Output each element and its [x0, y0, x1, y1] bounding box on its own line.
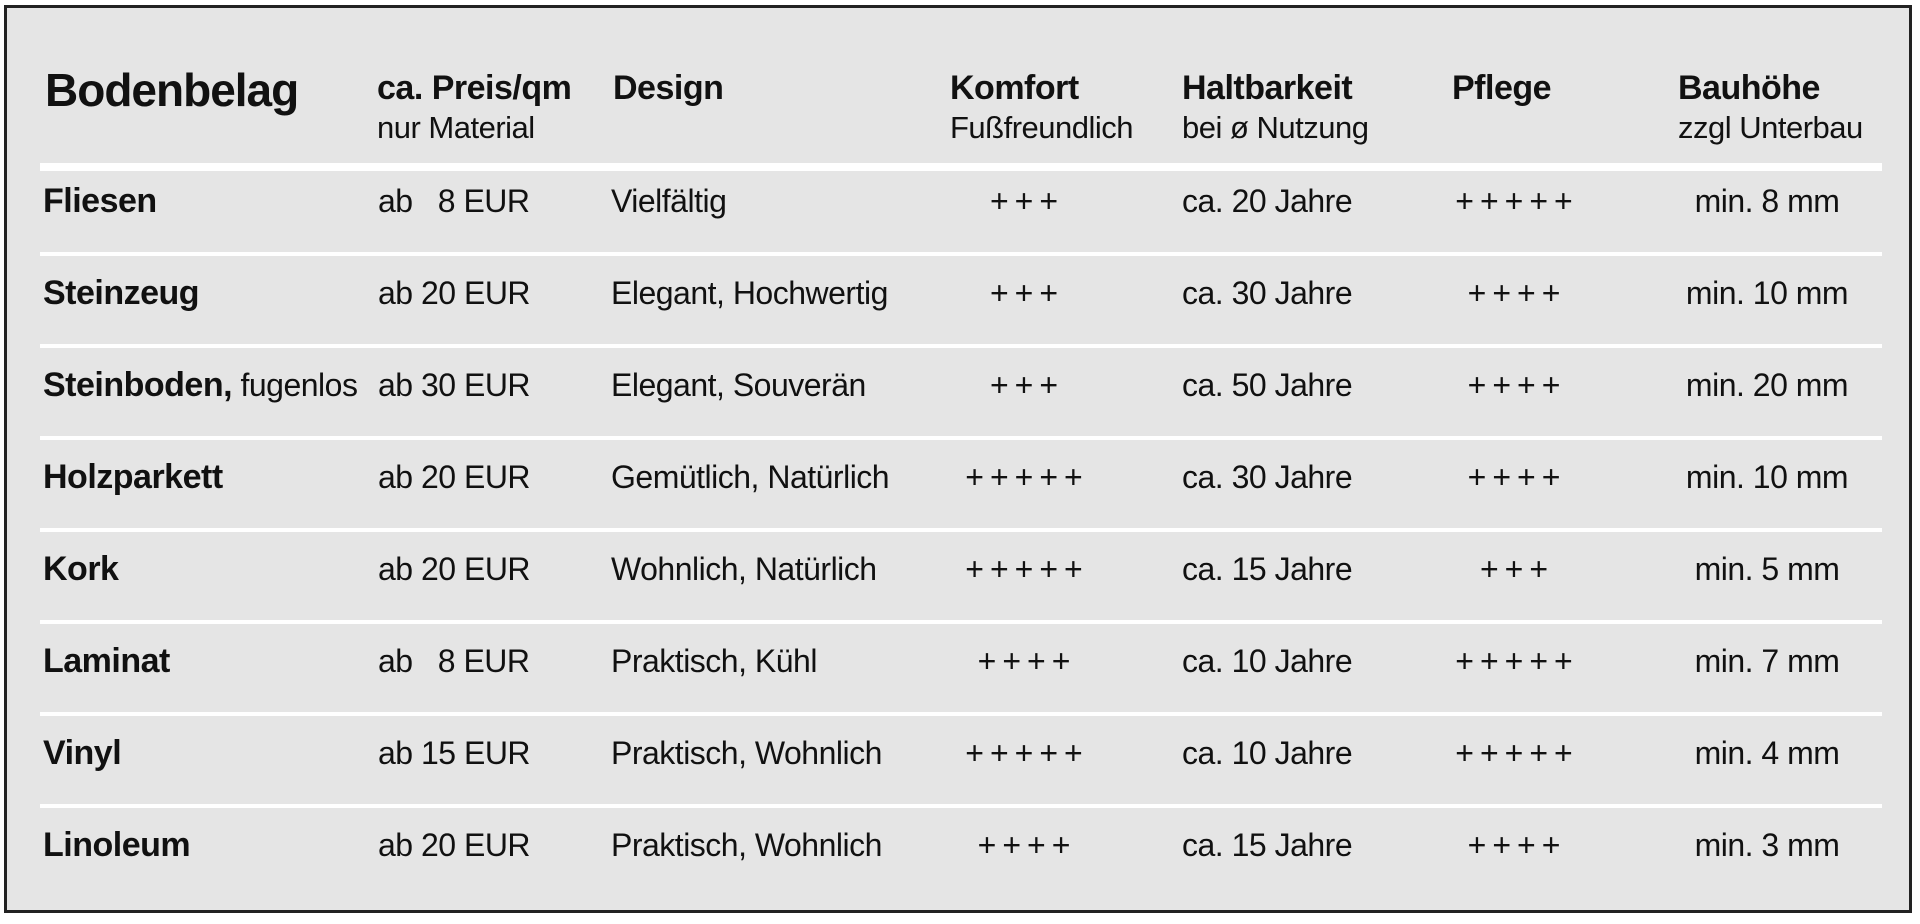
row-name: Linoleum	[43, 826, 191, 864]
row-height: min. 20 mm	[1685, 367, 1849, 403]
row-design: Vielfältig	[611, 183, 727, 219]
row-care: +++++	[1455, 643, 1579, 679]
row-durability: ca. 30 Jahre	[1182, 459, 1353, 495]
row-care: +++	[1479, 551, 1555, 587]
row-durability: ca. 15 Jahre	[1182, 551, 1353, 587]
row-durability: ca. 10 Jahre	[1182, 643, 1353, 679]
table-header: Bodenbelag ca. Preis/qm nur Material Des…	[7, 8, 1909, 163]
header-comfort-label: Komfort	[950, 69, 1079, 107]
row-name: Steinzeug	[43, 274, 200, 312]
header-durability: Haltbarkeit bei ø Nutzung	[1182, 68, 1369, 148]
row-design: Wohnlich, Natürlich	[611, 551, 877, 587]
header-care-label: Pflege	[1452, 69, 1552, 107]
comparison-table: Bodenbelag ca. Preis/qm nur Material Des…	[4, 5, 1912, 913]
table-row: Holzparkett ab 20 EUR Gemütlich, Natürli…	[7, 447, 1909, 539]
header-design: Design	[613, 68, 724, 108]
row-price: ab 8 EUR	[378, 183, 530, 219]
row-divider	[40, 620, 1882, 624]
row-comfort: ++++	[977, 827, 1077, 863]
row-height: min. 10 mm	[1685, 459, 1849, 495]
row-divider	[40, 436, 1882, 440]
row-divider	[40, 528, 1882, 532]
table-title: Bodenbelag	[45, 64, 299, 116]
table-row: Vinyl ab 15 EUR Praktisch, Wohnlich ++++…	[7, 723, 1909, 815]
row-name: Vinyl	[43, 734, 122, 772]
row-height: min. 8 mm	[1694, 183, 1840, 219]
row-height: min. 5 mm	[1694, 551, 1840, 587]
row-care: +++++	[1455, 183, 1579, 219]
row-divider	[40, 804, 1882, 808]
row-height: min. 3 mm	[1694, 827, 1840, 863]
table-row: Laminat ab 8 EUR Praktisch, Kühl ++++ ca…	[7, 631, 1909, 723]
row-height: min. 10 mm	[1685, 275, 1849, 311]
row-divider	[40, 252, 1882, 256]
row-durability: ca. 30 Jahre	[1182, 275, 1353, 311]
header-comfort-sublabel: Fußfreundlich	[950, 110, 1134, 145]
header-height-sublabel: zzgl Unterbau	[1678, 110, 1863, 145]
row-price: ab 30 EUR	[378, 367, 531, 403]
row-comfort: +++	[989, 275, 1065, 311]
row-design: Elegant, Hochwertig	[611, 275, 888, 311]
header-divider	[40, 163, 1882, 171]
header-height-label: Bauhöhe	[1678, 69, 1820, 107]
row-design: Praktisch, Wohnlich	[611, 827, 882, 863]
row-price: ab 20 EUR	[378, 551, 531, 587]
row-name: Steinboden, fugenlos	[43, 366, 358, 404]
row-name: Laminat	[43, 642, 170, 680]
row-care: +++++	[1455, 735, 1579, 771]
row-comfort: +++++	[965, 735, 1089, 771]
row-price: ab 20 EUR	[378, 275, 531, 311]
header-price-label: ca. Preis/qm	[377, 69, 572, 107]
header-durability-label: Haltbarkeit	[1182, 69, 1353, 107]
row-durability: ca. 50 Jahre	[1182, 367, 1353, 403]
header-height: Bauhöhe zzgl Unterbau	[1678, 68, 1863, 148]
row-comfort: +++++	[965, 459, 1089, 495]
row-care: ++++	[1467, 827, 1567, 863]
row-divider	[40, 344, 1882, 348]
header-price-sublabel: nur Material	[377, 110, 535, 145]
header-price: ca. Preis/qm nur Material	[377, 68, 572, 148]
row-comfort: ++++	[977, 643, 1077, 679]
row-name: Holzparkett	[43, 458, 223, 496]
row-care: ++++	[1467, 459, 1567, 495]
table-row: Steinzeug ab 20 EUR Elegant, Hochwertig …	[7, 263, 1909, 355]
row-price: ab 8 EUR	[378, 643, 530, 679]
row-divider	[40, 712, 1882, 716]
row-height: min. 4 mm	[1694, 735, 1840, 771]
row-comfort: +++	[989, 183, 1065, 219]
row-durability: ca. 20 Jahre	[1182, 183, 1353, 219]
row-price: ab 20 EUR	[378, 827, 531, 863]
row-comfort: +++++	[965, 551, 1089, 587]
row-name: Fliesen	[43, 182, 157, 220]
header-durability-sublabel: bei ø Nutzung	[1182, 110, 1369, 145]
header-design-label: Design	[613, 69, 724, 107]
row-durability: ca. 10 Jahre	[1182, 735, 1353, 771]
table-row: Fliesen ab 8 EUR Vielfältig +++ ca. 20 J…	[7, 171, 1909, 263]
row-price: ab 20 EUR	[378, 459, 531, 495]
row-design: Praktisch, Kühl	[611, 643, 817, 679]
row-price: ab 15 EUR	[378, 735, 531, 771]
row-height: min. 7 mm	[1694, 643, 1840, 679]
row-care: ++++	[1467, 275, 1567, 311]
table-row: Linoleum ab 20 EUR Praktisch, Wohnlich +…	[7, 815, 1909, 907]
table-row: Steinboden, fugenlos ab 30 EUR Elegant, …	[7, 355, 1909, 447]
row-design: Elegant, Souverän	[611, 367, 866, 403]
header-care: Pflege	[1452, 68, 1552, 108]
row-care: ++++	[1467, 367, 1567, 403]
row-design: Praktisch, Wohnlich	[611, 735, 882, 771]
header-comfort: Komfort Fußfreundlich	[950, 68, 1134, 148]
row-comfort: +++	[989, 367, 1065, 403]
row-durability: ca. 15 Jahre	[1182, 827, 1353, 863]
row-design: Gemütlich, Natürlich	[611, 459, 890, 495]
row-name: Kork	[43, 550, 119, 588]
table-row: Kork ab 20 EUR Wohnlich, Natürlich +++++…	[7, 539, 1909, 631]
